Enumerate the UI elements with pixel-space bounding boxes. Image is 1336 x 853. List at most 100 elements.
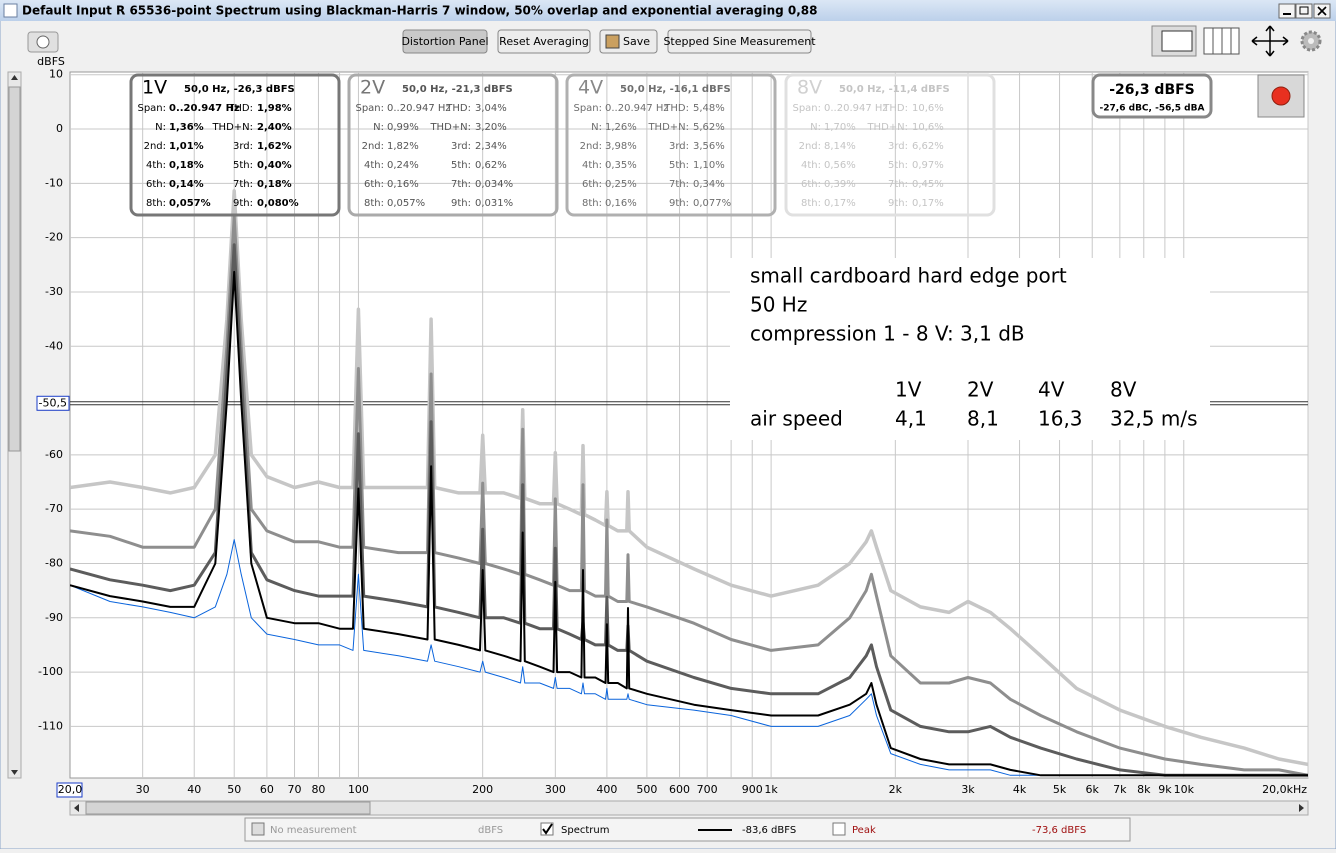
spectrum-trace <box>70 270 1308 777</box>
panel-frame <box>129 73 341 217</box>
annotation-header: 2V <box>967 378 994 402</box>
x-tick-label: 70 <box>288 783 302 796</box>
maximize-button[interactable] <box>1295 3 1313 19</box>
x-tick-label: 50 <box>227 783 241 796</box>
panel-label: 8th: <box>364 198 384 209</box>
camera-button[interactable] <box>27 31 59 53</box>
y-tick-label: -70 <box>45 502 63 515</box>
panel-label: N: <box>810 122 821 133</box>
x-tick-label: 20,0kHz <box>1262 783 1307 796</box>
title-bar <box>0 0 1336 21</box>
legend-label: Spectrum <box>561 825 609 836</box>
x-tick-label: 300 <box>545 783 566 796</box>
level-box <box>1091 73 1213 119</box>
app-icon <box>3 3 18 18</box>
panel-value: 8,14% <box>824 141 856 152</box>
x-tick-label: 40 <box>187 783 201 796</box>
legend-checkbox[interactable] <box>251 822 265 836</box>
panel-value: 0,99% <box>387 122 419 133</box>
x-tick-label: 9k <box>1158 783 1172 796</box>
spectrum-trace <box>70 243 1308 777</box>
panel-value: 1,01% <box>169 141 204 152</box>
annotation-line: compression 1 - 8 V: 3,1 dB <box>750 322 1025 346</box>
h-scrollbar[interactable] <box>69 800 1309 816</box>
panel-label: THD+N: <box>866 122 908 133</box>
panel-label: THD: <box>227 103 253 114</box>
panel-value: 5,48% <box>693 103 725 114</box>
panel-label: 3rd: <box>451 141 471 152</box>
x-tick-label: 5k <box>1053 783 1067 796</box>
record-led <box>1271 86 1291 106</box>
panel-label: 4th: <box>146 160 166 171</box>
panel-label: 6th: <box>364 179 384 190</box>
x-tick-label: 10k <box>1174 783 1195 796</box>
panel-summary: 50,0 Hz, -21,3 dBFS <box>402 84 513 95</box>
spectrum-trace <box>70 189 1308 767</box>
panel-value: 0,14% <box>169 179 204 190</box>
toolbar-button[interactable]: Stepped Sine Measurement <box>663 29 816 54</box>
panel-label: THD: <box>882 103 908 114</box>
panel-label: 5th: <box>669 160 689 171</box>
spectrum-trace <box>70 539 1308 776</box>
window-controls[interactable] <box>1278 3 1331 19</box>
panel-value: 1,26% <box>605 122 637 133</box>
panel-value: 1,36% <box>169 122 204 133</box>
legend-value: dBFS <box>478 825 503 836</box>
panel-value: 1,70% <box>824 122 856 133</box>
panel-value: 0,35% <box>605 160 637 171</box>
minimize-button[interactable] <box>1278 3 1296 19</box>
annotation-line: small cardboard hard edge port <box>750 264 1067 288</box>
view-icons[interactable] <box>1151 25 1322 57</box>
panel-label: THD+N: <box>211 122 253 133</box>
panel-label: 3rd: <box>888 141 908 152</box>
toolbar-button[interactable]: Save <box>599 29 658 54</box>
panel-value: 0,39% <box>824 179 856 190</box>
y-tick-label: -40 <box>45 339 63 352</box>
x-tick-label: 600 <box>669 783 690 796</box>
toolbar-button[interactable]: Reset Averaging <box>497 29 591 54</box>
x-tick-label: 4k <box>1013 783 1027 796</box>
button-label: Reset Averaging <box>499 35 589 48</box>
panel-value: 3,04% <box>475 103 507 114</box>
panel-label: 7th: <box>669 179 689 190</box>
x-tick-label: 2k <box>889 783 903 796</box>
save-icon <box>605 34 620 49</box>
panel-label: 2nd: <box>144 141 166 152</box>
panel-label: 8th: <box>582 198 602 209</box>
annotation-cell: 32,5 m/s <box>1110 407 1198 431</box>
x-tick-label: 900 <box>742 783 763 796</box>
legend-value: -73,6 dBFS <box>1032 825 1086 836</box>
x-cursor-label: 20,0 <box>58 783 83 796</box>
panel-summary: 50,0 Hz, -16,1 dBFS <box>620 84 731 95</box>
x-tick-label: 500 <box>636 783 657 796</box>
panel-value: 10,6% <box>912 103 944 114</box>
panel-label: 3rd: <box>233 141 253 152</box>
toolbar-button[interactable]: Distortion Panel <box>401 29 489 54</box>
panel-value: 1,98% <box>257 103 292 114</box>
panel-title: 4V <box>578 77 603 99</box>
y-tick-label: -90 <box>45 611 63 624</box>
panel-value: 0,24% <box>387 160 419 171</box>
panel-value: 2,34% <box>475 141 507 152</box>
panel-value: 6,62% <box>912 141 944 152</box>
panel-label: THD: <box>445 103 471 114</box>
panel-label: Span: <box>792 103 821 114</box>
y-tick-label: -80 <box>45 556 63 569</box>
panel-value: 0,18% <box>169 160 204 171</box>
panel-value: 0,97% <box>912 160 944 171</box>
annotation-box <box>730 258 1210 440</box>
y-tick-label: 0 <box>56 122 63 135</box>
panel-label: N: <box>373 122 384 133</box>
legend-value: -83,6 dBFS <box>742 825 796 836</box>
legend-checkbox[interactable] <box>832 822 846 836</box>
v-scrollbar[interactable] <box>7 71 22 779</box>
x-tick-label: 700 <box>697 783 718 796</box>
button-face <box>402 29 488 54</box>
zoom-button[interactable] <box>1251 25 1289 57</box>
level-main: -26,3 dBFS <box>1109 82 1195 98</box>
y-tick-label: -110 <box>38 719 63 732</box>
panel-value: 0,17% <box>912 198 944 209</box>
